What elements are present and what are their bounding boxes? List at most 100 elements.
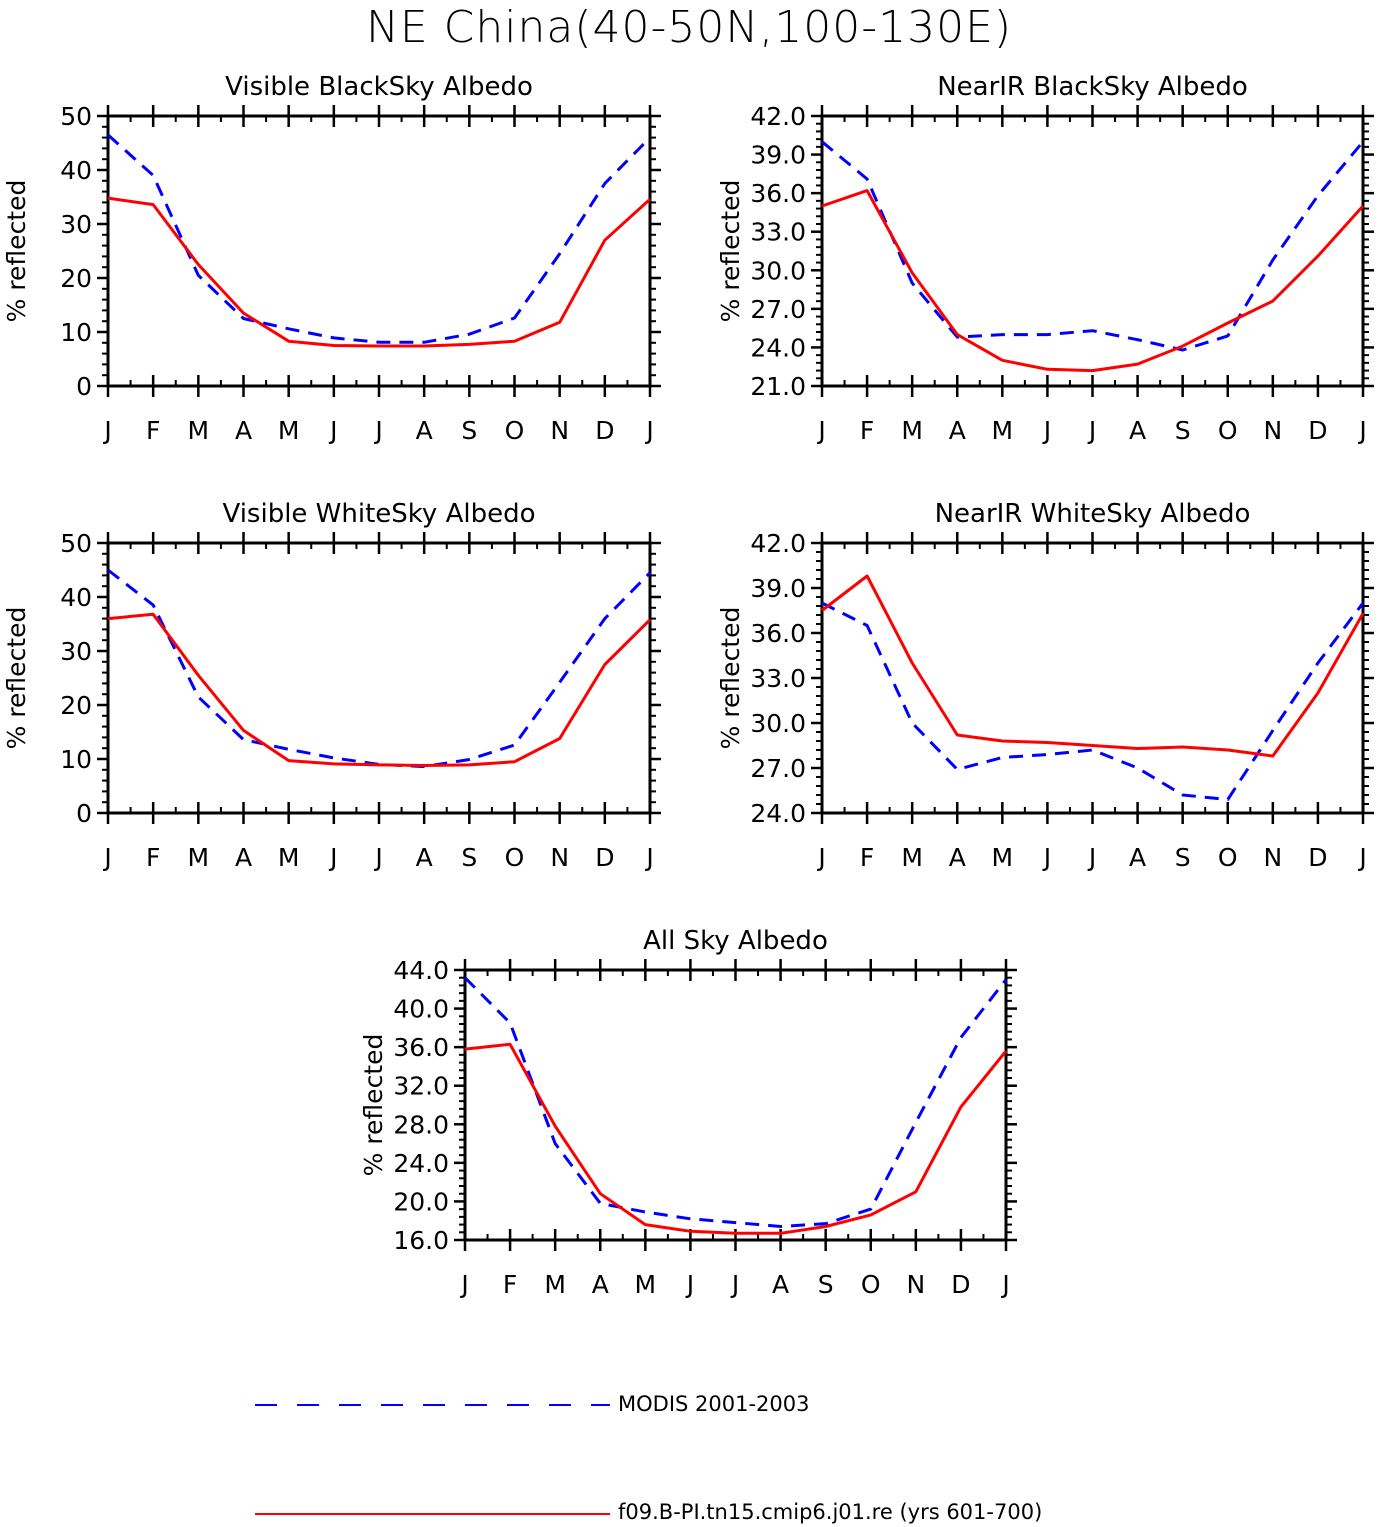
y-axis-label: % reflected bbox=[359, 1034, 388, 1177]
panel-title: NearIR WhiteSky Albedo bbox=[935, 499, 1251, 529]
x-tick-label: N bbox=[550, 843, 569, 872]
x-tick-label: D bbox=[1308, 843, 1327, 872]
x-tick-label: J bbox=[1087, 416, 1096, 445]
x-tick-label: D bbox=[1308, 416, 1327, 445]
plot-frame bbox=[463, 968, 1008, 1242]
y-axis-label: % reflected bbox=[716, 180, 745, 323]
series-line-modis bbox=[463, 976, 1008, 1228]
x-tick-label: J bbox=[644, 843, 653, 872]
x-tick-label: S bbox=[1175, 843, 1191, 872]
x-tick-label: D bbox=[595, 416, 614, 445]
x-tick-label: A bbox=[949, 416, 966, 445]
x-tick-label: J bbox=[1042, 416, 1051, 445]
x-tick-label: J bbox=[373, 416, 382, 445]
x-tick-label: M bbox=[278, 416, 300, 445]
x-tick-label: N bbox=[1263, 843, 1282, 872]
x-tick-label: F bbox=[860, 843, 874, 872]
y-tick-label: 24.0 bbox=[750, 333, 806, 362]
y-tick-label: 40 bbox=[60, 583, 92, 612]
x-tick-label: D bbox=[951, 1270, 970, 1299]
x-tick-label: F bbox=[860, 416, 874, 445]
y-tick-label: 21.0 bbox=[750, 372, 806, 401]
x-tick-label: S bbox=[461, 843, 477, 872]
x-tick-label: J bbox=[102, 416, 111, 445]
y-tick-label: 0 bbox=[76, 372, 92, 401]
y-tick-label: 30 bbox=[60, 637, 92, 666]
legend-label-model: f09.B-PI.tn15.cmip6.j01.re (yrs 601-700) bbox=[618, 1500, 1043, 1524]
y-tick-label: 27.0 bbox=[750, 295, 806, 324]
y-tick-label: 42.0 bbox=[750, 529, 806, 558]
y-tick-label: 0 bbox=[76, 799, 92, 828]
x-tick-label: O bbox=[861, 1270, 881, 1299]
x-tick-label: M bbox=[188, 416, 210, 445]
x-tick-label: J bbox=[730, 1270, 739, 1299]
y-tick-label: 20 bbox=[60, 691, 92, 720]
y-tick-label: 36.0 bbox=[750, 619, 806, 648]
series-line-modis bbox=[106, 133, 652, 344]
series-line-modis bbox=[821, 140, 1365, 352]
x-tick-label: F bbox=[146, 416, 160, 445]
x-tick-label: M bbox=[544, 1270, 566, 1299]
y-tick-label: 27.0 bbox=[750, 754, 806, 783]
y-tick-label: 10 bbox=[60, 745, 92, 774]
y-tick-label: 33.0 bbox=[750, 218, 806, 247]
x-tick-label: N bbox=[906, 1270, 925, 1299]
x-tick-label: A bbox=[772, 1270, 789, 1299]
y-tick-label: 24.0 bbox=[393, 1149, 449, 1178]
x-tick-label: F bbox=[503, 1270, 517, 1299]
y-tick-label: 40.0 bbox=[393, 995, 449, 1024]
y-axis-label: % reflected bbox=[2, 607, 31, 750]
x-tick-label: N bbox=[550, 416, 569, 445]
x-tick-label: M bbox=[278, 843, 300, 872]
y-tick-label: 33.0 bbox=[750, 664, 806, 693]
x-tick-label: S bbox=[818, 1270, 834, 1299]
y-tick-label: 40 bbox=[60, 156, 92, 185]
panel-title: All Sky Albedo bbox=[643, 926, 828, 956]
y-axis-label: % reflected bbox=[716, 607, 745, 750]
x-tick-label: J bbox=[328, 843, 337, 872]
plot-frame bbox=[820, 114, 1365, 388]
x-tick-label: J bbox=[459, 1270, 468, 1299]
x-tick-label: J bbox=[102, 843, 111, 872]
y-tick-label: 32.0 bbox=[393, 1072, 449, 1101]
y-tick-label: 42.0 bbox=[750, 102, 806, 131]
x-tick-label: J bbox=[328, 416, 337, 445]
series-line-model bbox=[107, 612, 652, 767]
y-tick-label: 50 bbox=[60, 529, 92, 558]
x-tick-label: M bbox=[901, 416, 923, 445]
panel-title: NearIR BlackSky Albedo bbox=[937, 72, 1248, 102]
x-tick-label: F bbox=[146, 843, 160, 872]
series-line-modis bbox=[107, 568, 652, 769]
x-tick-label: J bbox=[1087, 843, 1096, 872]
y-tick-label: 39.0 bbox=[750, 574, 806, 603]
y-tick-label: 24.0 bbox=[750, 799, 806, 828]
x-tick-label: D bbox=[595, 843, 614, 872]
series-line-model bbox=[821, 574, 1365, 758]
x-tick-label: A bbox=[416, 843, 433, 872]
series-line-modis bbox=[821, 601, 1365, 801]
y-tick-label: 20 bbox=[60, 264, 92, 293]
x-tick-label: J bbox=[816, 843, 825, 872]
x-tick-label: O bbox=[505, 843, 525, 872]
y-tick-label: 39.0 bbox=[750, 141, 806, 170]
x-tick-label: O bbox=[505, 416, 525, 445]
x-tick-label: A bbox=[592, 1270, 609, 1299]
plot-frame bbox=[820, 541, 1365, 815]
y-tick-label: 16.0 bbox=[393, 1226, 449, 1255]
x-tick-label: A bbox=[1129, 843, 1146, 872]
x-tick-label: S bbox=[1175, 416, 1191, 445]
y-tick-label: 44.0 bbox=[393, 956, 449, 985]
x-tick-label: S bbox=[461, 416, 477, 445]
y-tick-label: 30.0 bbox=[750, 256, 806, 285]
x-tick-label: M bbox=[901, 843, 923, 872]
x-tick-label: J bbox=[1357, 416, 1366, 445]
y-tick-label: 10 bbox=[60, 318, 92, 347]
panel-title: Visible WhiteSky Albedo bbox=[222, 499, 535, 529]
y-tick-label: 28.0 bbox=[393, 1110, 449, 1139]
